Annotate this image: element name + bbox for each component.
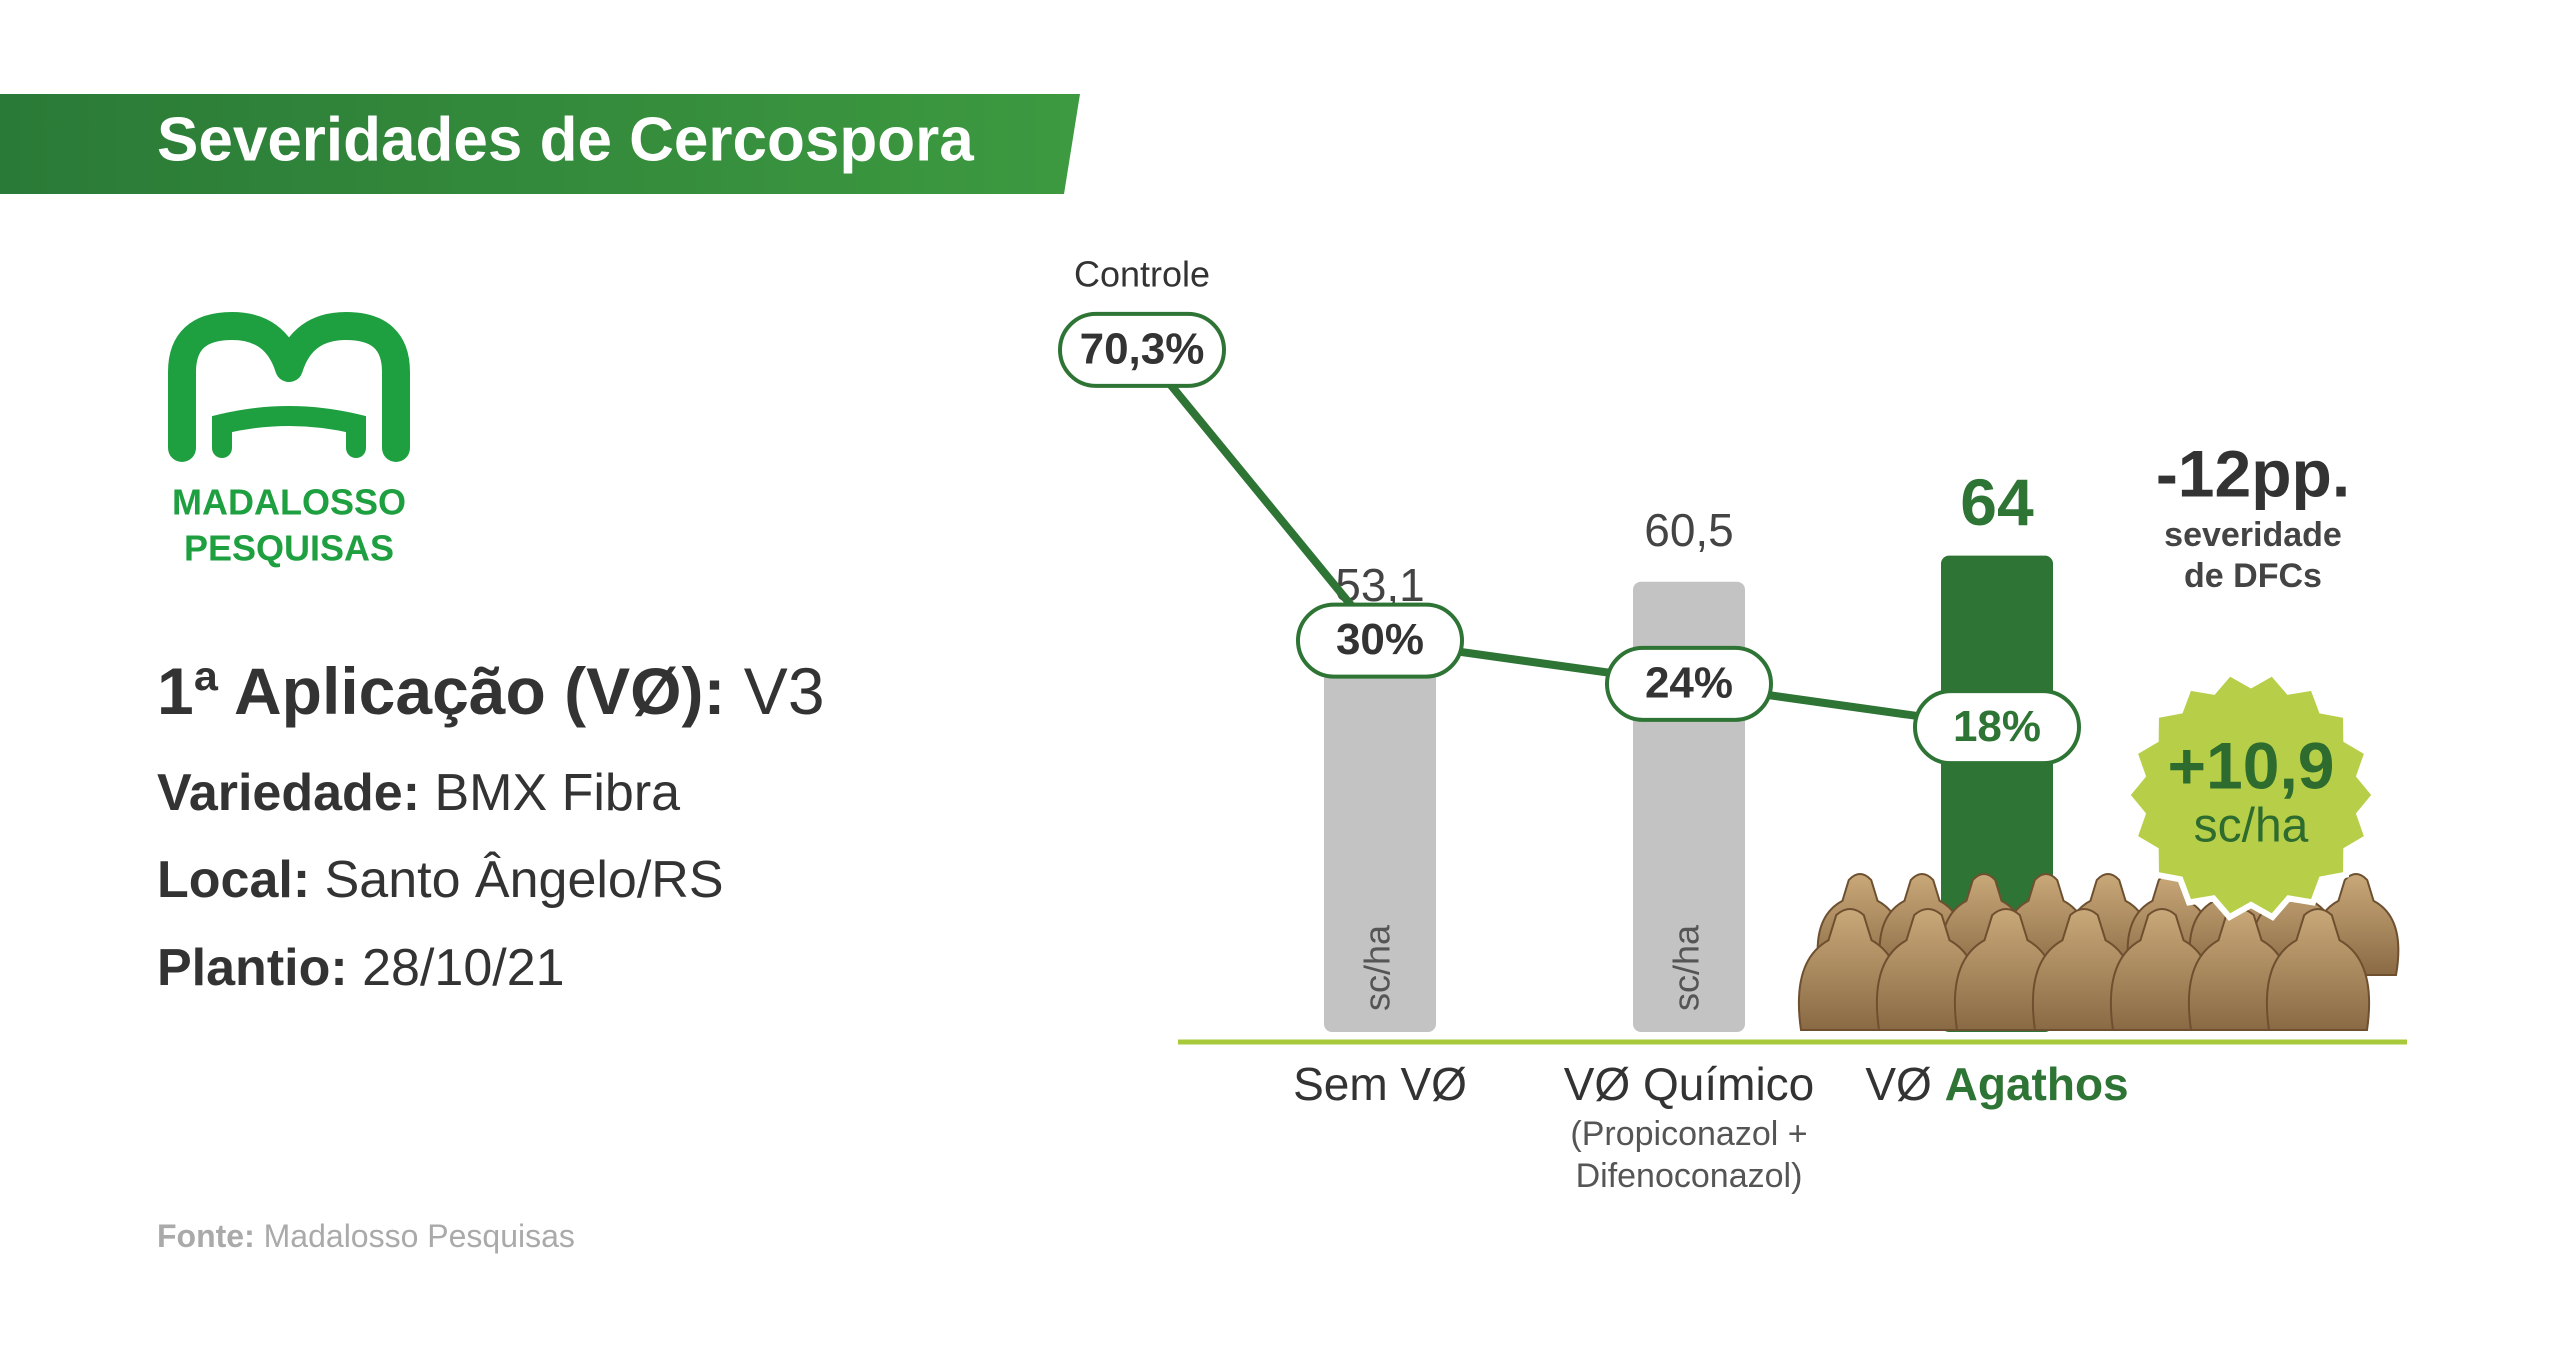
info-label: Variedade: bbox=[157, 764, 420, 822]
source-value: Madalosso Pesquisas bbox=[264, 1218, 575, 1254]
sacks bbox=[1797, 873, 2400, 1031]
info-line: Local: Santo Ângelo/RS bbox=[157, 851, 724, 909]
annotations: -12pp. severidade de DFCs bbox=[2156, 436, 2350, 595]
value-label: 64 bbox=[1960, 465, 2034, 539]
value-pill bbox=[1605, 645, 1773, 722]
value-label: 18% bbox=[1953, 702, 2041, 751]
yield-gain-unit: sc/ha bbox=[2194, 800, 2309, 853]
badge-shape bbox=[2123, 669, 2379, 921]
severity-change: -12pp. bbox=[2156, 436, 2350, 510]
value-label: 30% bbox=[1336, 615, 1424, 664]
header-band bbox=[0, 94, 1080, 194]
info-value: 28/10/21 bbox=[362, 939, 564, 997]
category-label: VØ Químico bbox=[1564, 1058, 1815, 1110]
info-line: Plantio: 28/10/21 bbox=[157, 939, 565, 997]
source: Fonte: Madalosso Pesquisas bbox=[157, 1218, 575, 1254]
bar-unit: sc/ha bbox=[1666, 924, 1707, 1011]
info-value: Santo Ângelo/RS bbox=[325, 851, 724, 909]
info-value: BMX Fibra bbox=[434, 764, 680, 822]
severity-note: severidade bbox=[2164, 516, 2342, 554]
value-label: 60,5 bbox=[1644, 504, 1734, 556]
value-pill bbox=[1058, 311, 1226, 388]
logo-mark-inner bbox=[212, 406, 366, 458]
value-label: 24% bbox=[1645, 659, 1733, 708]
bar-unit: sc/ha bbox=[1357, 924, 1398, 1011]
severity-note: de DFCs bbox=[2184, 557, 2322, 595]
value-pill bbox=[1296, 602, 1464, 679]
logo-mark bbox=[168, 312, 410, 462]
sack bbox=[2265, 908, 2371, 1031]
bar bbox=[1324, 636, 1436, 1032]
info-line: 1ª Aplicação (VØ): V3 bbox=[157, 654, 825, 728]
info-value: V3 bbox=[744, 654, 825, 728]
category-label: Controle bbox=[1074, 253, 1210, 294]
category-label: VØ Agathos bbox=[1865, 1058, 2128, 1110]
value-label: 70,3% bbox=[1080, 325, 1205, 374]
info-line: Variedade: BMX Fibra bbox=[157, 764, 680, 822]
category-label: Sem VØ bbox=[1293, 1058, 1467, 1110]
logo-text: MADALOSSO bbox=[172, 482, 406, 523]
info-label: Local: bbox=[157, 851, 310, 909]
logo-text: PESQUISAS bbox=[184, 528, 394, 569]
header-title: Severidades de Cercospora bbox=[157, 105, 974, 174]
info-label: Plantio: bbox=[157, 939, 348, 997]
yield-gain: +10,9 bbox=[2168, 728, 2335, 802]
category-note: Difenoconazol) bbox=[1576, 1157, 1803, 1195]
yield-badge: +10,9 sc/ha bbox=[2123, 669, 2379, 921]
value-pill bbox=[1913, 689, 2081, 766]
line bbox=[1138, 347, 1998, 732]
source-label: Fonte: bbox=[157, 1218, 255, 1254]
category-note: (Propiconazol + bbox=[1570, 1115, 1807, 1153]
info-label: 1ª Aplicação (VØ): bbox=[157, 654, 725, 728]
logo: MADALOSSO PESQUISAS bbox=[168, 312, 410, 569]
